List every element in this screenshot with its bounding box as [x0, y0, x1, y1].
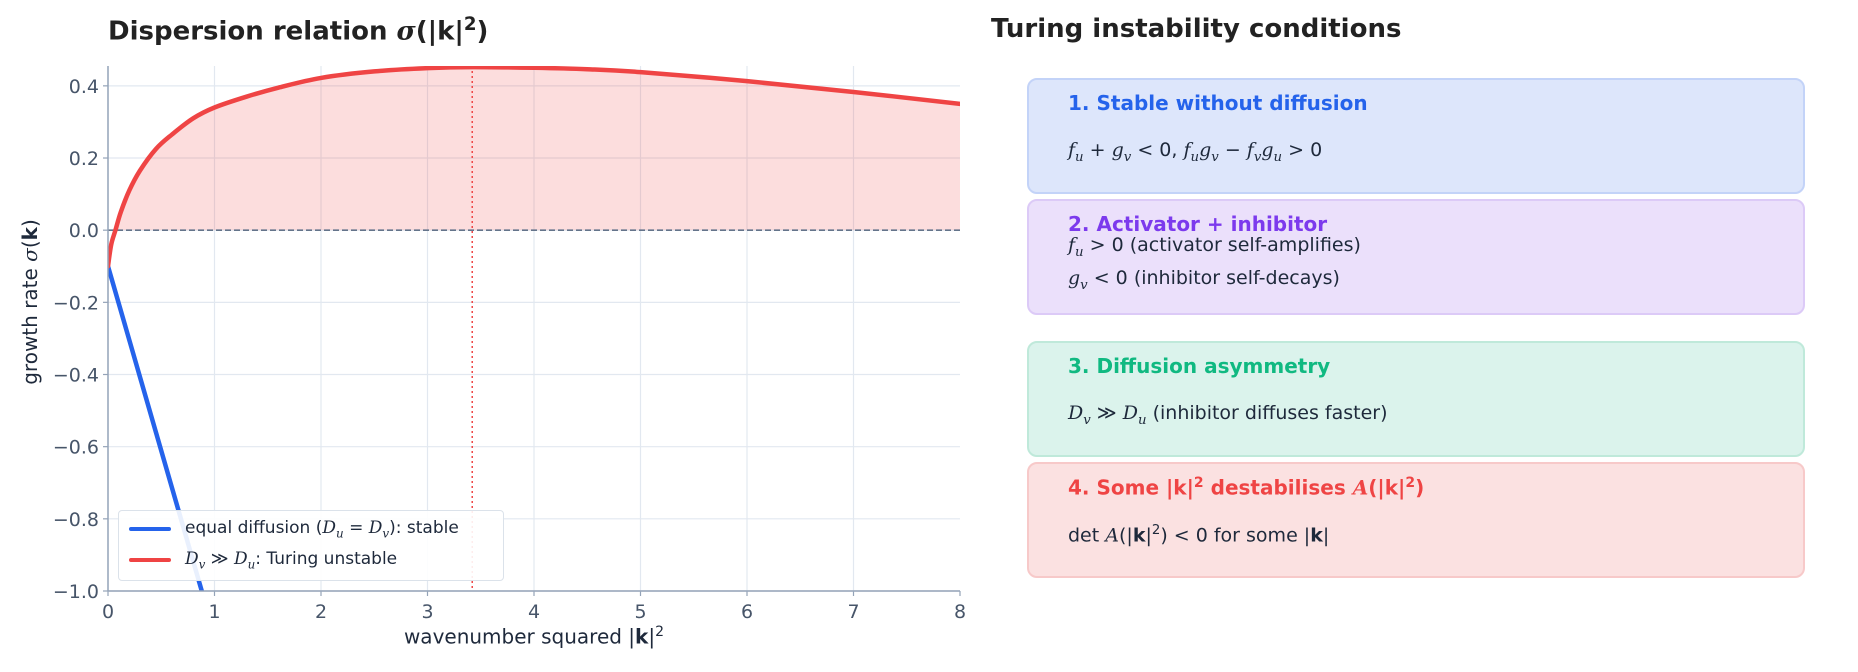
y-tick-label: −0.8 [53, 509, 99, 531]
x-tick-label: 1 [208, 601, 220, 623]
legend-label: Dv ≫ Du: Turing unstable [185, 549, 398, 572]
x-tick-label: 5 [634, 601, 646, 623]
condition-text: Dv ≫ Du (inhibitor diffuses faster) [1068, 402, 1388, 428]
y-tick-label: 0.2 [69, 148, 99, 170]
y-tick-label: −1.0 [53, 581, 99, 603]
y-tick-label: 0.4 [69, 76, 99, 98]
series-line-turing [108, 66, 960, 269]
chart-title: Dispersion relation σ(|k|2) [108, 14, 489, 47]
x-axis-label: wavenumber squared |k|2 [403, 624, 665, 649]
legend: equal diffusion (Du = Dv): stable Dv ≫ D… [118, 510, 504, 581]
y-tick-label: −0.4 [53, 365, 99, 387]
condition-card-2 [1027, 199, 1805, 315]
y-tick-label: −0.6 [53, 437, 99, 459]
legend-swatch-blue [129, 527, 171, 532]
legend-label: equal diffusion (Du = Dv): stable [185, 518, 459, 541]
y-tick-label: −0.2 [53, 292, 99, 314]
condition-card-4 [1027, 462, 1805, 578]
condition-text: gv < 0 (inhibitor self-decays) [1068, 267, 1340, 293]
unstable-region-fill [115, 67, 960, 231]
condition-card-1 [1027, 78, 1805, 194]
condition-text: fu > 0 (activator self-amplifies) [1068, 234, 1361, 260]
legend-item-equal-diffusion: equal diffusion (Du = Dv): stable [129, 518, 459, 540]
conditions-title: Turing instability conditions [991, 14, 1402, 44]
condition-title: 4. Some |k|2 destabilises A(|k|2) [1068, 475, 1425, 500]
condition-text: det A(|k|2) < 0 for some |k| [1068, 523, 1330, 547]
x-tick-label: 6 [741, 601, 753, 623]
condition-title: 2. Activator + inhibitor [1068, 212, 1328, 236]
x-tick-label: 7 [847, 601, 859, 623]
condition-title: 3. Diffusion asymmetry [1068, 354, 1331, 378]
condition-card-3 [1027, 341, 1805, 457]
legend-item-turing: Dv ≫ Du: Turing unstable [129, 549, 397, 571]
condition-title: 1. Stable without diffusion [1068, 91, 1368, 115]
condition-text: fu + gv < 0, fugv − fvgu > 0 [1068, 139, 1323, 165]
x-tick-label: 4 [528, 601, 540, 623]
legend-swatch-red [129, 558, 171, 563]
x-tick-label: 3 [421, 601, 433, 623]
x-tick-label: 8 [954, 601, 966, 623]
y-axis-label: growth rate σ(k) [18, 219, 42, 385]
y-tick-label: 0.0 [69, 220, 99, 242]
x-tick-label: 0 [102, 601, 114, 623]
x-tick-label: 2 [315, 601, 327, 623]
